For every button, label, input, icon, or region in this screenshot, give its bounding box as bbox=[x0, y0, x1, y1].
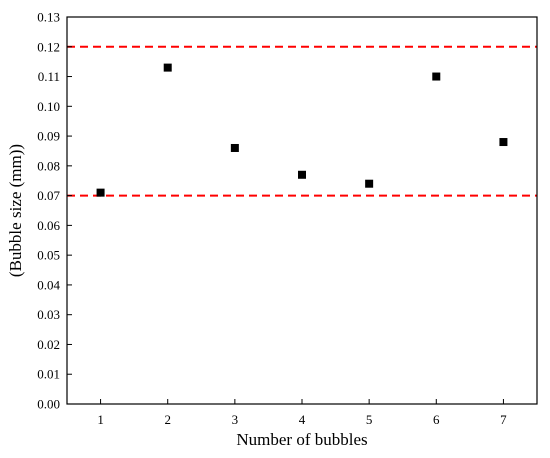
x-tick-label: 6 bbox=[433, 412, 440, 427]
y-tick-label: 0.10 bbox=[37, 99, 60, 114]
x-tick-label: 3 bbox=[232, 412, 239, 427]
data-point bbox=[365, 179, 374, 188]
x-tick-label: 4 bbox=[299, 412, 306, 427]
y-tick-label: 0.09 bbox=[37, 129, 60, 144]
x-tick-label: 1 bbox=[97, 412, 104, 427]
data-point bbox=[298, 170, 306, 179]
y-tick-label: 0.01 bbox=[37, 367, 60, 382]
y-axis-title: (Bubble size (mm)) bbox=[6, 144, 25, 277]
y-tick-label: 0.08 bbox=[37, 158, 60, 173]
y-tick-label: 0.04 bbox=[37, 277, 60, 292]
x-tick-label: 5 bbox=[366, 412, 373, 427]
plot-frame bbox=[66, 16, 538, 405]
y-tick-label: 0.02 bbox=[37, 337, 60, 352]
y-tick-label: 0.03 bbox=[37, 307, 60, 322]
y-tick-label: 0.06 bbox=[37, 218, 60, 233]
data-point bbox=[96, 188, 105, 197]
y-tick-label: 0.07 bbox=[37, 188, 60, 203]
x-tick-label: 7 bbox=[500, 412, 507, 427]
y-tick-label: 0.12 bbox=[37, 39, 60, 54]
x-tick-label: 2 bbox=[164, 412, 171, 427]
y-tick-label: 0.11 bbox=[38, 69, 60, 84]
data-point bbox=[432, 72, 441, 81]
y-tick-label: 0.00 bbox=[37, 397, 60, 412]
data-point bbox=[163, 63, 172, 72]
data-point bbox=[230, 143, 239, 152]
y-tick-label: 0.13 bbox=[37, 10, 60, 25]
x-axis-title: Number of bubbles bbox=[236, 430, 367, 449]
y-tick-label: 0.05 bbox=[37, 248, 60, 263]
data-point bbox=[499, 138, 508, 147]
